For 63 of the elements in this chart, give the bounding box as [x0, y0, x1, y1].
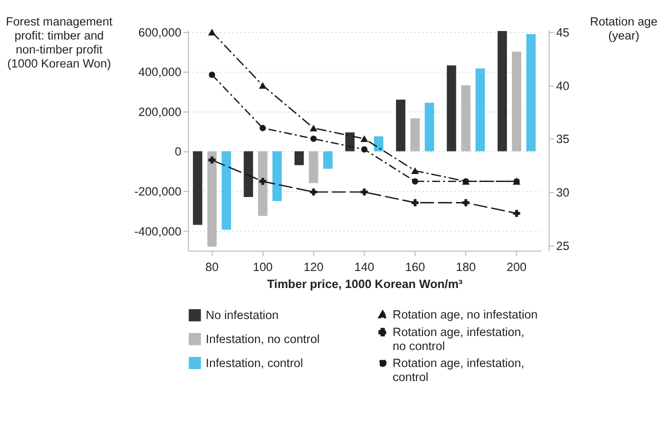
y2-tick-label: 45: [556, 26, 570, 40]
bar: [244, 151, 254, 197]
bar: [396, 100, 406, 152]
point: [462, 199, 470, 206]
point: [208, 72, 216, 78]
y2-tick-label: 30: [556, 186, 570, 200]
x-tick-label: 160: [405, 260, 426, 274]
y2-axis-title: Rotation age (year): [590, 14, 658, 42]
point: [310, 124, 318, 132]
bar: [526, 34, 536, 152]
point: [360, 188, 368, 196]
bar: [272, 151, 282, 201]
point: [412, 178, 418, 185]
bar: [192, 151, 202, 225]
y-tick-label: -200,000: [134, 184, 182, 198]
bar: [498, 30, 507, 152]
x-tick-label: 180: [456, 260, 476, 274]
bar: [476, 68, 485, 152]
point: [208, 156, 216, 164]
legend-label: Rotation age, infestation, no control: [392, 325, 524, 354]
y2-tick-label: 25: [556, 238, 570, 253]
x-tick-label: 80: [205, 260, 219, 274]
y2-tick-label: 35: [556, 132, 570, 146]
bar: [222, 151, 232, 230]
legend-label: Rotation age, infestation, control: [392, 356, 524, 384]
legend-label: Infestation, no control: [206, 332, 320, 346]
point: [411, 167, 419, 174]
x-tick-label: 120: [304, 260, 324, 274]
y-axis-title: Forest management profit: timber and non-timber profit (1000 Korean Won): [6, 14, 114, 70]
bar: [374, 136, 384, 152]
bar: [512, 52, 522, 152]
y-tick-label: 600,000: [138, 25, 182, 40]
point: [310, 136, 317, 142]
point: [513, 210, 520, 217]
point: [412, 199, 419, 206]
point: [208, 28, 216, 36]
y-tick-label: 0: [174, 144, 182, 159]
bar: [424, 102, 434, 152]
y2-tick-label: 40: [556, 78, 570, 93]
legend-label: No infestation: [206, 308, 279, 322]
point: [260, 124, 266, 132]
bar: [258, 151, 268, 216]
x-tick-label: 140: [354, 260, 375, 274]
x-tick-label: 100: [252, 260, 274, 274]
legend-label: Infestation, control: [206, 356, 304, 370]
bar: [294, 151, 304, 166]
bar: [461, 85, 471, 152]
bar: [446, 65, 456, 152]
y-tick-label: 400,000: [138, 65, 182, 80]
point: [259, 178, 266, 185]
legend-label: Rotation age, no infestation: [392, 307, 538, 322]
bar: [308, 151, 318, 184]
point: [310, 188, 318, 196]
point: [361, 146, 368, 153]
point: [258, 82, 267, 89]
y-tick-label: -400,000: [134, 224, 182, 238]
x-axis-title: Timber price, 1000 Korean Won/m³: [267, 276, 463, 291]
bar: [207, 151, 217, 247]
y-tick-label: 200,000: [138, 104, 182, 119]
bar: [410, 118, 420, 152]
point: [360, 135, 368, 142]
bar: [323, 151, 333, 169]
x-tick-label: 200: [506, 260, 527, 274]
